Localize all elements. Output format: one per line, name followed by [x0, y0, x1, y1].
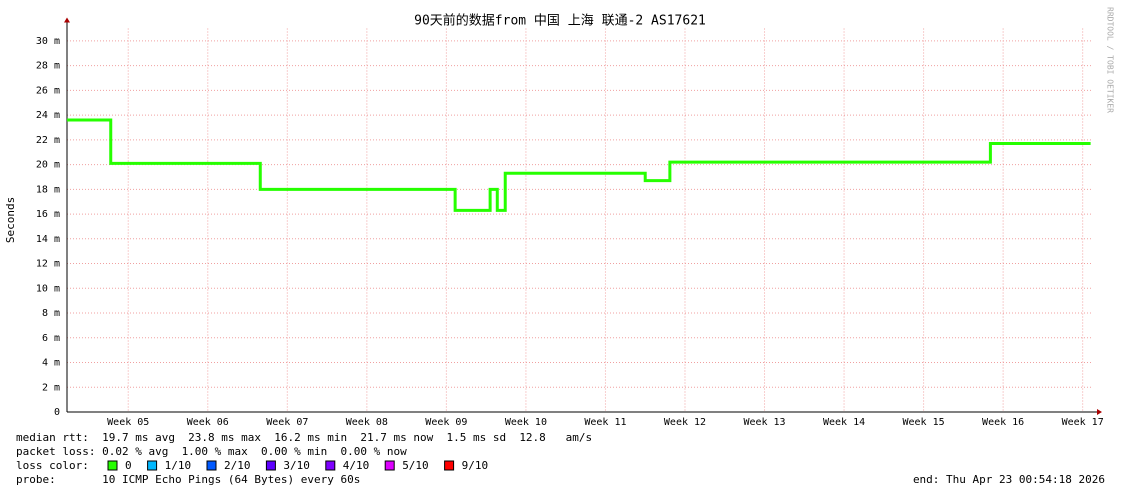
legend-swatch — [147, 460, 158, 471]
legend-label: 0 — [125, 459, 132, 472]
x-tick-label: Week 07 — [266, 417, 308, 428]
x-tick-label: Week 12 — [664, 417, 706, 428]
legend-swatch — [325, 460, 336, 471]
x-tick-label: Week 14 — [823, 417, 865, 428]
y-tick-label: 2 m — [42, 382, 60, 393]
y-tick-label: 28 m — [36, 61, 60, 72]
y-tick-label: 4 m — [42, 358, 60, 369]
y-tick-label: 30 m — [36, 36, 60, 47]
median-line — [67, 118, 1091, 212]
legend-label: 2/10 — [224, 459, 251, 472]
legend-swatch — [107, 460, 118, 471]
y-tick-label: 24 m — [36, 110, 60, 121]
y-tick-label: 12 m — [36, 259, 60, 270]
axis-arrow — [64, 17, 70, 23]
legend-swatch — [384, 460, 395, 471]
x-tick-label: Week 05 — [107, 417, 149, 428]
stats-line: median rtt: 19.7 ms avg 23.8 ms max 16.2… — [16, 431, 592, 444]
legend-label: 3/10 — [283, 459, 310, 472]
y-tick-label: 8 m — [42, 308, 60, 319]
x-tick-label: Week 06 — [187, 417, 229, 428]
x-tick-label: Week 17 — [1062, 417, 1104, 428]
legend-swatch — [206, 460, 217, 471]
y-tick-label: 22 m — [36, 135, 60, 146]
y-tick-label: 10 m — [36, 283, 60, 294]
x-tick-label: Week 10 — [505, 417, 547, 428]
legend-swatch — [265, 460, 276, 471]
legend-label: 9/10 — [462, 459, 489, 472]
x-tick-label: Week 09 — [425, 417, 467, 428]
x-tick-label: Week 13 — [743, 417, 785, 428]
probe: probe: 10 ICMP Echo Pings (64 Bytes) eve… — [16, 473, 360, 486]
x-tick-label: Week 16 — [982, 417, 1024, 428]
y-tick-label: 0 — [54, 407, 60, 418]
y-tick-label: 20 m — [36, 160, 60, 171]
y-axis-label: Seconds — [4, 197, 17, 243]
axis-arrow — [1097, 409, 1102, 415]
y-tick-label: 16 m — [36, 209, 60, 220]
y-tick-label: 18 m — [36, 184, 60, 195]
stats-line: packet loss: 0.02 % avg 1.00 % max 0.00 … — [16, 445, 407, 458]
x-tick-label: Week 15 — [903, 417, 945, 428]
y-tick-label: 14 m — [36, 234, 60, 245]
x-tick-label: Week 11 — [584, 417, 626, 428]
y-tick-label: 26 m — [36, 85, 60, 96]
chart-title: 90天前的数据from 中国 上海 联通-2 AS17621 — [414, 13, 706, 29]
legend-label: 5/10 — [402, 459, 429, 472]
legend-label: 4/10 — [343, 459, 370, 472]
watermark: RRDTOOL / TOBI OETIKER — [1106, 7, 1115, 113]
y-tick-label: 6 m — [42, 333, 60, 344]
legend-label: 1/10 — [165, 459, 192, 472]
x-tick-label: Week 08 — [346, 417, 388, 428]
end-time: end: Thu Apr 23 00:54:18 2026 — [913, 473, 1105, 486]
loss-label: loss color: — [16, 459, 89, 472]
legend-swatch — [444, 460, 455, 471]
